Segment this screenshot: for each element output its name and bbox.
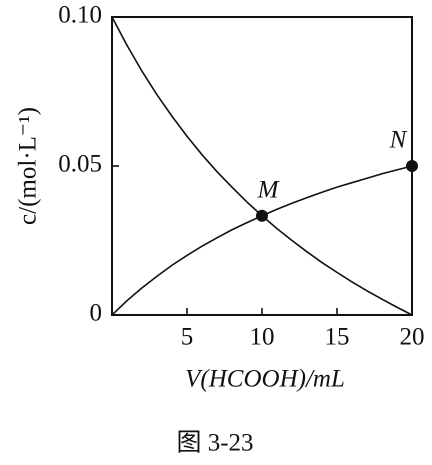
- y-tick-label: 0: [90, 300, 103, 327]
- x-tick-label: 5: [181, 324, 194, 351]
- point: [406, 160, 418, 172]
- curve: [111, 16, 413, 316]
- x-axis-label: V(HCOOH)/mL: [185, 366, 345, 393]
- y-axis-label: c/(mol·L⁻¹): [15, 107, 42, 225]
- caption: 图 3-23: [176, 430, 253, 457]
- point-label: N: [389, 127, 408, 154]
- x-tick-label: 20: [400, 324, 425, 351]
- y-tick-label: 0.05: [58, 151, 102, 178]
- x-tick-label: 10: [250, 324, 275, 351]
- point-label: M: [257, 177, 280, 204]
- point: [256, 209, 268, 222]
- plot-frame: [111, 16, 413, 316]
- x-tick-label: 15: [325, 324, 350, 351]
- y-tick-label: 0.10: [58, 2, 102, 29]
